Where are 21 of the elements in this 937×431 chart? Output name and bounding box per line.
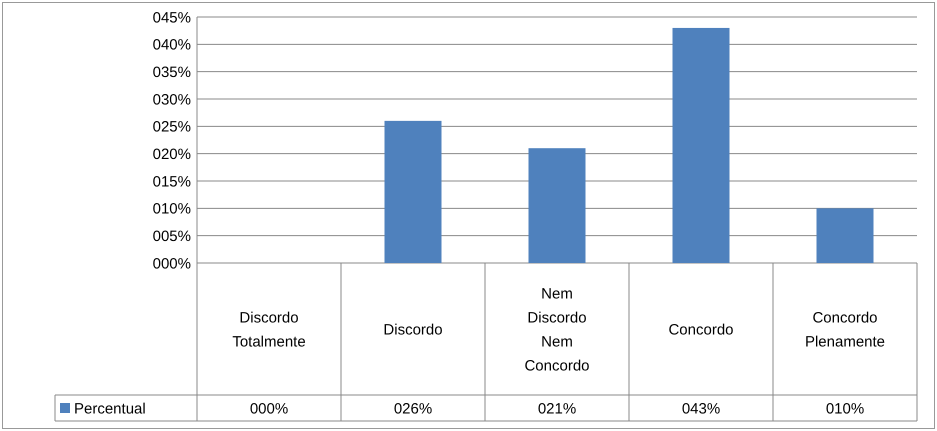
x-tick-label: Discordo Totalmente <box>232 309 306 350</box>
y-tick-label: 010% <box>152 200 191 218</box>
x-tick-label: Nem Discordo Nem Concordo <box>524 285 590 374</box>
data-label: 010% <box>826 400 864 418</box>
y-tick-label: 005% <box>152 228 191 245</box>
data-label: 021% <box>538 400 576 418</box>
y-tick-label: 015% <box>152 173 191 190</box>
y-tick-label: 035% <box>152 64 191 81</box>
data-label: 000% <box>250 400 288 418</box>
x-tick-label: Concordo Plenamente <box>804 309 886 350</box>
y-tick-label: 020% <box>152 146 191 163</box>
data-label: 026% <box>394 400 432 418</box>
x-tick-label: Concordo <box>668 321 734 338</box>
y-tick-label: 025% <box>152 118 191 136</box>
y-tick-label: 000% <box>152 255 191 272</box>
legend-label: Percentual <box>74 400 146 418</box>
y-tick-label: 040% <box>152 36 191 54</box>
y-tick-label: 030% <box>152 91 191 108</box>
data-label: 043% <box>682 400 720 418</box>
x-tick-label: Discordo <box>383 321 443 338</box>
y-tick-label: 045% <box>152 9 191 26</box>
